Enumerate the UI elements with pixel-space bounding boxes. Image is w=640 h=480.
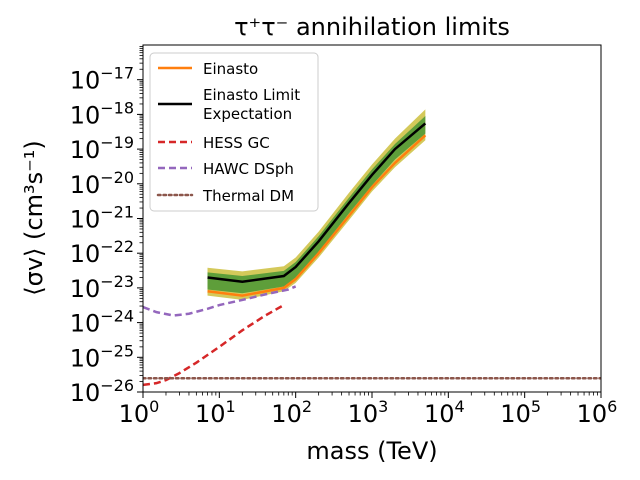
x-axis-ticks: 100 101 102 103 104 105 106 <box>119 392 618 428</box>
legend-label: HAWC DSph <box>203 160 294 178</box>
legend-label: Expectation <box>203 105 292 123</box>
legend-label: Thermal DM <box>202 187 294 205</box>
legend-item-thermal-dm: Thermal DM <box>156 187 294 205</box>
legend-item-hess-gc: HESS GC <box>158 134 270 152</box>
y-tick-label: 10−23 <box>70 272 134 303</box>
x-tick-label: 100 <box>119 397 160 428</box>
x-tick-label: 104 <box>424 397 465 428</box>
x-axis-label: mass (TeV) <box>306 437 437 465</box>
x-tick-label: 101 <box>195 397 236 428</box>
plot-inner <box>143 109 601 387</box>
x-tick-label: 103 <box>348 397 389 428</box>
series-hawc-dsph <box>143 285 297 317</box>
y-tick-label: 10−26 <box>70 376 134 407</box>
y-tick-label: 10−21 <box>70 203 134 234</box>
legend-item-einasto: Einasto <box>158 60 258 78</box>
y-tick-label: 10−19 <box>70 133 134 164</box>
chart-title: τ⁺τ⁻ annihilation limits <box>234 13 510 41</box>
series-hess-gc <box>143 303 285 387</box>
y-axis-label: ⟨σv⟩ (cm³s⁻¹) <box>20 140 48 295</box>
y-tick-label: 10−22 <box>70 237 134 268</box>
legend-box <box>149 52 319 212</box>
legend-label: HESS GC <box>203 134 270 152</box>
y-tick-label: 10−20 <box>70 168 134 199</box>
legend-label: Einasto <box>203 60 258 78</box>
y-tick-label: 10−25 <box>70 341 134 372</box>
legend-item-hawc-dsph: HAWC DSph <box>158 160 294 178</box>
series-einasto <box>207 134 427 297</box>
x-tick-label: 102 <box>271 397 312 428</box>
legend-label: Einasto Limit <box>203 86 300 104</box>
y-tick-label: 10−18 <box>70 98 134 129</box>
y-tick-label: 10−24 <box>70 307 134 338</box>
x-tick-label: 105 <box>500 397 541 428</box>
band-68 <box>207 115 426 294</box>
x-tick-label: 106 <box>577 397 618 428</box>
y-tick-label: 10−17 <box>70 64 134 95</box>
series-einasto-expectation <box>207 122 427 284</box>
